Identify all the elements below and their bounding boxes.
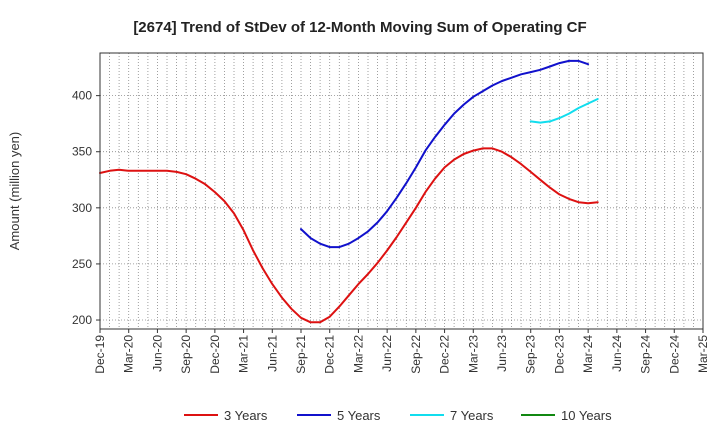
legend: 3 Years 5 Years 7 Years 10 Years — [184, 408, 612, 423]
legend-label: 7 Years — [450, 408, 494, 423]
x-tick-label: Dec-19 — [93, 335, 107, 374]
y-axis-label: Amount (million yen) — [7, 132, 22, 251]
x-tick-label: Jun-24 — [610, 335, 624, 372]
x-tick-label: Mar-24 — [581, 335, 595, 373]
chart-title: [2674] Trend of StDev of 12-Month Moving… — [133, 19, 586, 36]
y-tick-label: 300 — [72, 201, 92, 215]
x-tick-label: Sep-20 — [179, 335, 193, 374]
series-line-3-years — [99, 147, 599, 324]
y-tick-label: 350 — [72, 145, 92, 159]
x-tick-label: Dec-22 — [438, 335, 452, 374]
x-tick-label: Mar-21 — [237, 335, 251, 373]
x-tick-label: Dec-21 — [323, 335, 337, 374]
y-tick-label: 250 — [72, 257, 92, 271]
legend-label: 10 Years — [561, 408, 612, 423]
series-line-7-years — [529, 98, 599, 124]
x-tick-label: Mar-20 — [122, 335, 136, 373]
plot-border — [99, 52, 704, 330]
x-tick-label: Sep-23 — [524, 335, 538, 374]
y-axis-ticks: 200 250 300 350 400 — [72, 89, 100, 327]
x-tick-label: Sep-21 — [294, 335, 308, 374]
x-tick-label: Jun-20 — [150, 335, 164, 372]
x-tick-label: Sep-24 — [639, 335, 653, 374]
x-tick-label: Dec-20 — [208, 335, 222, 374]
series-group — [99, 59, 599, 324]
x-tick-label: Jun-21 — [265, 335, 279, 372]
legend-label: 5 Years — [337, 408, 381, 423]
x-tick-label: Jun-23 — [495, 335, 509, 372]
y-tick-label: 200 — [72, 313, 92, 327]
x-tick-label: Mar-22 — [351, 335, 365, 373]
x-tick-label: Dec-24 — [667, 335, 681, 374]
grid — [100, 53, 703, 329]
y-tick-label: 400 — [72, 89, 92, 103]
x-axis-ticks: Dec-19 Mar-20 Jun-20 Sep-20 Dec-20 Mar-21 Jun-… — [93, 329, 710, 374]
x-tick-label: Mar-23 — [466, 335, 480, 373]
x-tick-label: Mar-25 — [696, 335, 710, 373]
legend-label: 3 Years — [224, 408, 268, 423]
x-tick-label: Dec-23 — [552, 335, 566, 374]
x-tick-label: Sep-22 — [409, 335, 423, 374]
x-tick-label: Jun-22 — [380, 335, 394, 372]
series-line-5-years — [300, 59, 590, 249]
